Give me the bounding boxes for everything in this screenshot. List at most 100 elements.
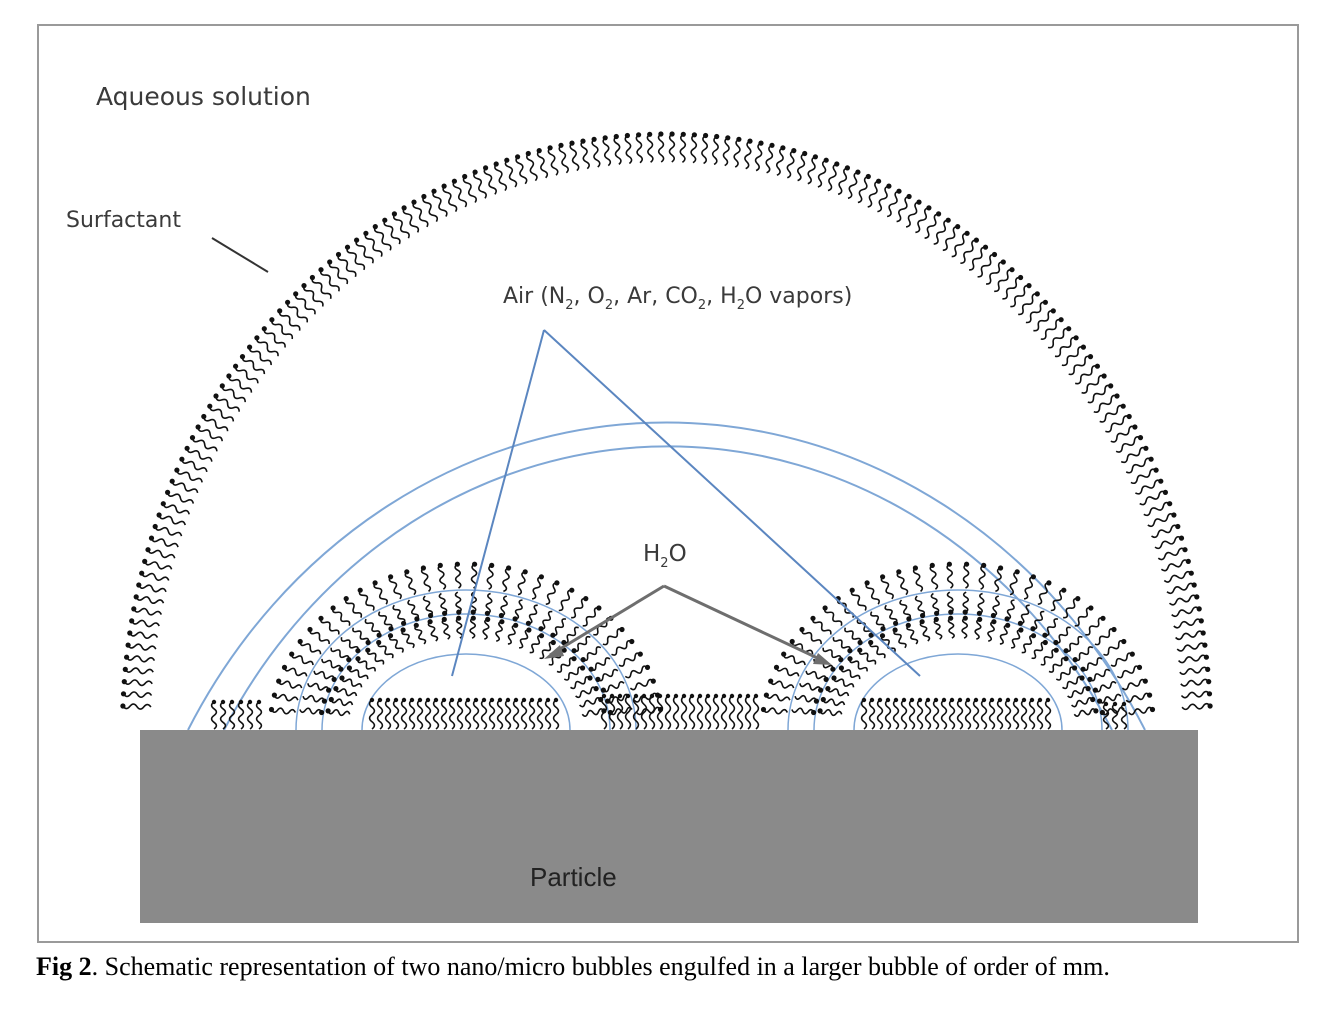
surfactant-head — [1194, 594, 1199, 599]
surfactant-head — [594, 686, 599, 691]
surfactant-head — [857, 648, 862, 653]
surfactant-head — [1138, 435, 1143, 440]
surfactant-head — [977, 617, 982, 622]
surfactant-head — [1147, 693, 1152, 698]
surfactant-head — [310, 275, 315, 280]
surfactant-head — [226, 373, 231, 378]
surfactant-head — [1015, 569, 1020, 574]
surfactant-head — [1137, 665, 1142, 670]
surfactant-head — [121, 691, 126, 696]
surfactant-head — [907, 194, 912, 199]
surfactant-head — [626, 694, 630, 698]
surfactant-head — [1087, 677, 1092, 682]
surfactant-head — [634, 694, 638, 698]
surfactant-head — [580, 665, 585, 670]
surfactant-head — [1054, 648, 1059, 653]
surfactant-head — [269, 317, 274, 322]
surfactant-head — [1197, 606, 1202, 611]
surfactant-head — [1081, 667, 1086, 672]
surfactant-head — [592, 137, 597, 142]
surfactant-head — [388, 574, 393, 579]
surfactant-head — [257, 700, 261, 704]
surfactant-head — [1031, 633, 1036, 638]
surfactant-head — [377, 633, 382, 638]
surfactant-head — [1205, 667, 1210, 672]
surfactant-head — [1088, 605, 1093, 610]
surfactant-head — [333, 686, 338, 691]
surfactant-head — [1182, 547, 1187, 552]
surfactant-head — [462, 174, 467, 179]
surfactant-head — [886, 184, 891, 189]
surfactant-head — [1064, 648, 1069, 653]
surfactant-head — [363, 231, 368, 236]
surfactant-head — [780, 145, 785, 150]
surfactant-head — [136, 582, 141, 587]
surfactant-head — [645, 665, 650, 670]
surfactant-head — [1005, 623, 1010, 628]
aqueous-solution-label: Aqueous solution — [96, 82, 311, 111]
surfactant-head — [896, 569, 901, 574]
surfactant-head — [301, 283, 306, 288]
surfactant-head — [442, 611, 447, 616]
surfactant-head — [404, 569, 409, 574]
surfactant-head — [769, 143, 774, 148]
surfactant-head — [920, 613, 925, 618]
surfactant-head — [240, 354, 245, 359]
surfactant-head — [161, 501, 166, 506]
surfactant-head — [838, 657, 843, 662]
surfactant-head — [506, 698, 510, 702]
surfactant-head — [1201, 630, 1206, 635]
surfactant-head — [1154, 468, 1159, 473]
surfactant-head — [942, 698, 946, 702]
surfactant-head — [373, 580, 378, 585]
surfactant-head — [868, 640, 873, 645]
surfactant-head — [402, 205, 407, 210]
surfactant-head — [431, 189, 436, 194]
surfactant-head — [1046, 580, 1051, 585]
surfactant-head — [916, 200, 921, 205]
surfactant-head — [418, 698, 422, 702]
surfactant-head — [539, 633, 544, 638]
surfactant-head — [974, 238, 979, 243]
surfactant-head — [1005, 616, 1010, 621]
surfactant-head — [513, 616, 518, 621]
surfactant-head — [190, 435, 195, 440]
surfactant-head — [1208, 703, 1213, 708]
surfactant-head — [1086, 686, 1091, 691]
surfactant-head — [452, 179, 457, 184]
surfactant-head — [426, 698, 430, 702]
surfactant-head — [201, 414, 206, 419]
surfactant-head — [473, 170, 478, 175]
surfactant-head — [233, 364, 238, 369]
surfactant-head — [392, 211, 397, 216]
surfactant-head — [1018, 275, 1023, 280]
surfactant-head — [326, 688, 331, 693]
surfactant-head — [965, 231, 970, 236]
surfactant-head — [831, 675, 836, 680]
surfactant-head — [434, 698, 438, 702]
surfactant-head — [571, 656, 576, 661]
surfactant-head — [625, 133, 630, 138]
surfactant-head — [1130, 652, 1135, 657]
surfactant-head — [876, 179, 881, 184]
surfactant-head — [991, 613, 996, 618]
surfactant-head — [554, 698, 558, 702]
air-label: Air (N2, O2, Ar, CO2, H2O vapors) — [503, 284, 852, 313]
surfactant-head — [880, 574, 885, 579]
surfactant-head — [526, 627, 531, 632]
surfactant-head — [506, 565, 511, 570]
surfactant-head — [834, 161, 839, 166]
surfactant-head — [538, 626, 543, 631]
surfactant-head — [318, 616, 323, 621]
surfactant-head — [538, 698, 542, 702]
surfactant-head — [866, 174, 871, 179]
surfactant-head — [331, 605, 336, 610]
surfactant-head — [1059, 317, 1064, 322]
surfactant-head — [1051, 308, 1056, 313]
surfactant-head — [977, 611, 982, 616]
surfactant-head — [666, 694, 670, 698]
surfactant-head — [344, 596, 349, 601]
surfactant-head — [174, 468, 179, 473]
surfactant-head — [386, 698, 390, 702]
